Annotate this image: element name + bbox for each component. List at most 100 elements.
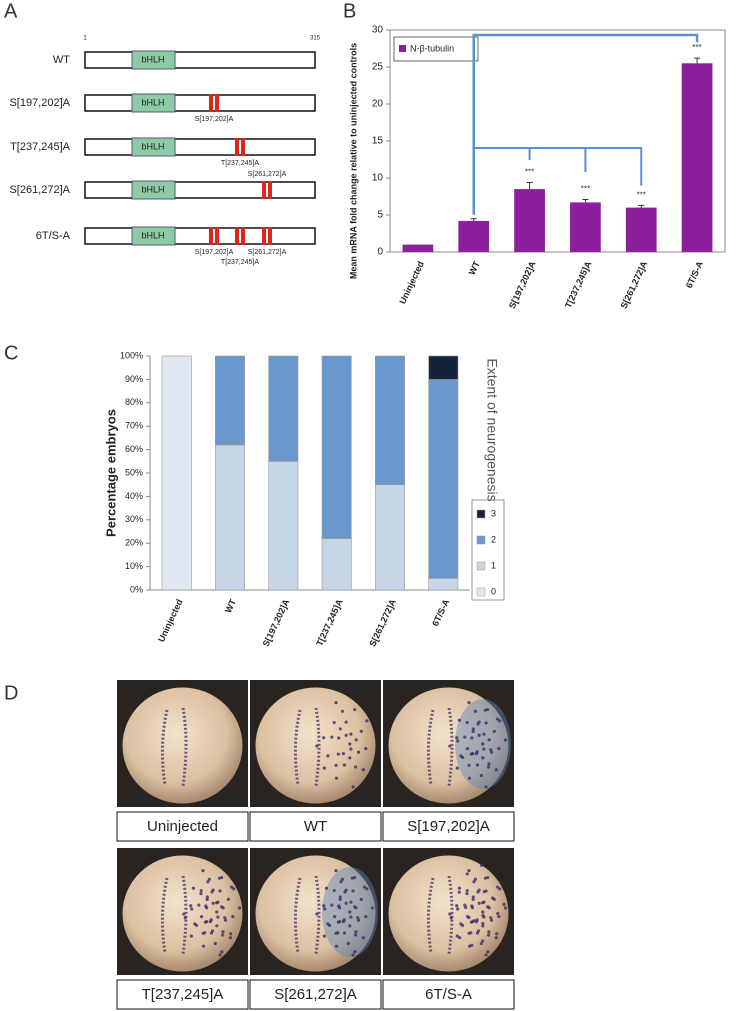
- stain-dot: [470, 736, 474, 740]
- stain-dot: [351, 889, 355, 893]
- plot-frame: [389, 29, 726, 253]
- stain-dot: [349, 900, 353, 904]
- stain-dot: [340, 877, 345, 881]
- stain-dot: [220, 933, 225, 937]
- stain-dot: [215, 901, 219, 905]
- stain-dot: [471, 727, 475, 731]
- bhlh-domain: [131, 50, 176, 70]
- stain-dot: [489, 916, 493, 920]
- stain-dot: [490, 896, 495, 900]
- y-tick-label: 0%: [130, 584, 143, 594]
- construct-name: 6T/S-A: [36, 230, 71, 242]
- stain-dot: [354, 738, 358, 742]
- stain-dot: [353, 950, 357, 954]
- construct-bar: [84, 227, 316, 245]
- stain-dot: [348, 756, 352, 760]
- stain-dot: [338, 727, 342, 731]
- mutation-site: [209, 227, 213, 245]
- stain-dot: [223, 918, 228, 922]
- y-tick-label: 20: [372, 99, 384, 110]
- stain-dot: [475, 918, 479, 922]
- legend-label: 3: [491, 508, 496, 518]
- image-label: WT: [304, 818, 327, 835]
- stain-dot: [471, 895, 475, 899]
- x-tick-label: T[237,245]A: [563, 259, 594, 309]
- stain-dot: [339, 880, 343, 884]
- stain-dot: [334, 776, 339, 780]
- neural-stripe: [426, 875, 454, 955]
- stain-dot: [189, 904, 193, 908]
- y-tick-label: 30%: [125, 514, 143, 524]
- stain-dot: [486, 933, 491, 937]
- mutation-site: [241, 138, 245, 156]
- stain-dot: [458, 936, 462, 940]
- y-tick-label: 90%: [125, 374, 143, 384]
- legend-swatch: [476, 509, 486, 519]
- stain-dot: [351, 953, 355, 957]
- image-label: Uninjected: [147, 818, 218, 835]
- bhlh-domain: [131, 93, 176, 113]
- stain-dot: [327, 923, 332, 927]
- bar-segment: [321, 538, 352, 591]
- stain-dot: [346, 941, 350, 946]
- stain-dot: [497, 746, 501, 751]
- y-tick-label: 50%: [125, 467, 143, 477]
- stain-dot: [342, 931, 347, 935]
- neural-stripe: [293, 875, 321, 955]
- stain-dot: [503, 738, 508, 742]
- stain-dot: [457, 890, 461, 894]
- stain-dot: [343, 890, 347, 894]
- stain-dot: [448, 744, 452, 748]
- stain-dot: [467, 869, 471, 873]
- construct-bar: [84, 138, 316, 156]
- legend-label: 2: [491, 534, 496, 544]
- stain-dot: [472, 880, 476, 884]
- stain-dot: [207, 877, 212, 881]
- stain-dot: [455, 766, 459, 770]
- image-label-box: [249, 811, 382, 842]
- stain-dot: [471, 751, 475, 756]
- stain-dot: [467, 915, 471, 920]
- stain-dot: [361, 936, 365, 940]
- stain-dot: [498, 887, 502, 891]
- construct-bar: [84, 51, 316, 69]
- image-label-box: [116, 811, 249, 842]
- construct-bar: [84, 94, 316, 112]
- stain-dot: [182, 912, 186, 916]
- stain-dot: [201, 944, 206, 948]
- stain-dot: [494, 936, 498, 940]
- comparison-bracket: [472, 33, 699, 215]
- y-tick-label: 60%: [125, 444, 143, 454]
- site-label: S[197,202]A: [195, 249, 234, 256]
- stain-dot: [350, 876, 354, 880]
- stain-dot: [344, 733, 348, 737]
- y-tick-label: 80%: [125, 397, 143, 407]
- stain-dot: [344, 901, 348, 905]
- stain-dot: [356, 750, 361, 754]
- domain-label: bHLH: [141, 54, 164, 64]
- stain-dot: [351, 785, 355, 789]
- bhlh-domain: [131, 180, 176, 200]
- stain-dot: [332, 888, 336, 893]
- significance: ***: [692, 43, 701, 52]
- image-label-box: [116, 979, 249, 1010]
- x-tick-label: S[197,202]A: [507, 259, 538, 310]
- stain-dot: [484, 785, 488, 789]
- stain-dot: [332, 720, 336, 725]
- legend-label: 1: [491, 560, 496, 570]
- image-label-box: [249, 979, 382, 1010]
- stain-dot: [338, 919, 342, 924]
- stain-dot: [464, 905, 468, 910]
- stain-dot: [482, 732, 486, 736]
- construct-name: T[237,245]A: [10, 141, 71, 153]
- mutation-site: [241, 227, 245, 245]
- stain-dot: [210, 929, 215, 933]
- bar: [402, 244, 434, 252]
- stain-dot: [364, 914, 368, 919]
- mutation-site: [268, 227, 272, 245]
- stain-dot: [359, 729, 363, 733]
- stain-dot: [481, 901, 485, 905]
- stain-dot: [315, 912, 319, 916]
- stain-dot: [194, 923, 199, 927]
